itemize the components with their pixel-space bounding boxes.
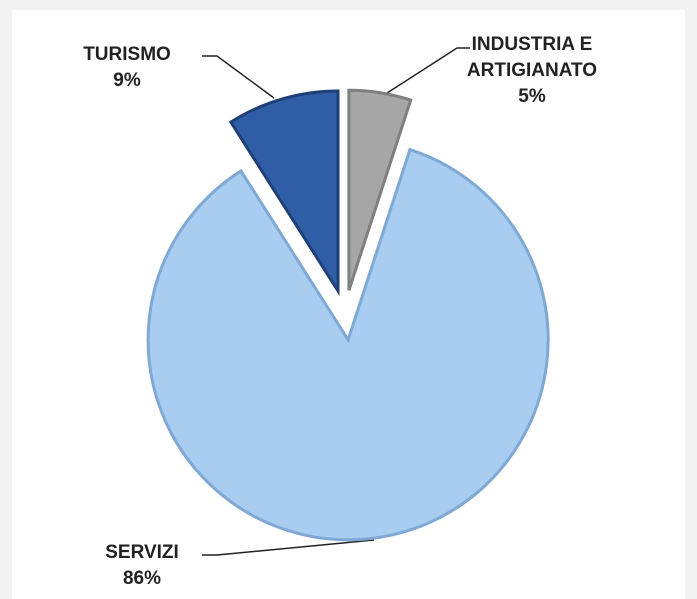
- category-name: TURISMO: [83, 44, 171, 65]
- chart-area: INDUSTRIA E ARTIGIANATO 5% SERVIZI 86% TURIS…: [12, 10, 685, 599]
- chart: [146, 47, 550, 556]
- leader-line: [202, 55, 275, 99]
- pie-slice: [347, 88, 413, 291]
- value-label: 5%: [518, 86, 546, 107]
- pie-slice: [228, 89, 340, 297]
- value-label: 9%: [113, 70, 141, 91]
- leader-line: [202, 539, 375, 556]
- slice-label: TURISMO 9%: [52, 42, 202, 94]
- slice-label: SERVIZI 86%: [72, 540, 212, 592]
- category-name: SERVIZI: [105, 542, 179, 563]
- slice-label: INDUSTRIA E ARTIGIANATO 5%: [432, 32, 632, 110]
- pie-slice: [146, 147, 550, 542]
- leader-line: [383, 47, 470, 96]
- value-label: 86%: [122, 568, 162, 589]
- category-name: INDUSTRIA E ARTIGIANATO: [466, 34, 598, 81]
